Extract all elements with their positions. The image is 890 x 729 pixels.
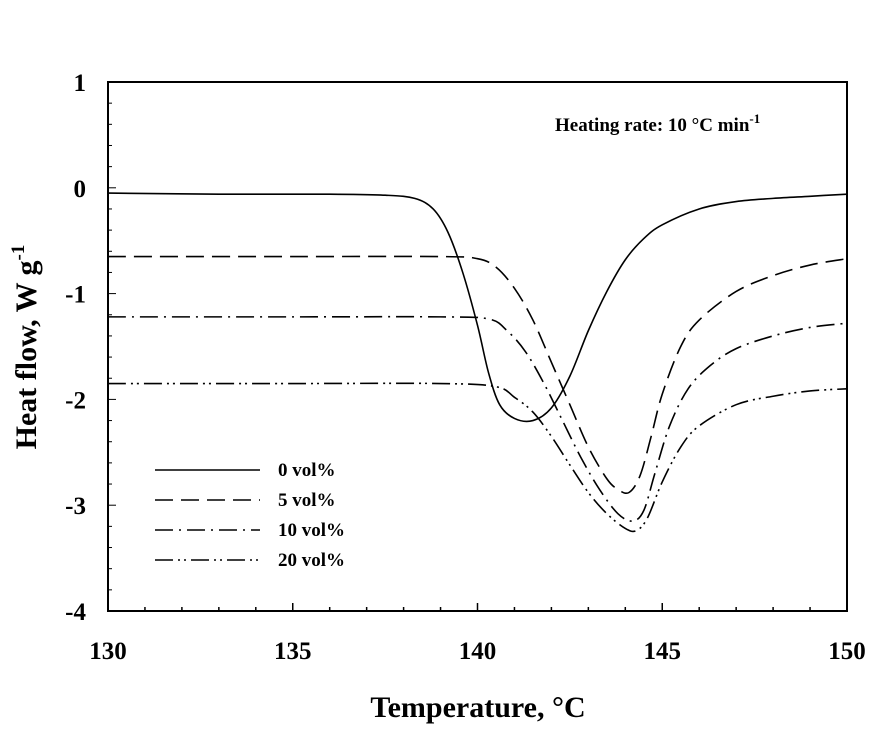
y-tick-label: 0: [74, 176, 87, 203]
y-tick-label: -2: [65, 387, 86, 414]
plot-frame: [107, 81, 848, 612]
x-tick-label: 145: [644, 638, 682, 665]
annotation-sup: -1: [749, 111, 760, 126]
x-tick-label: 150: [828, 638, 866, 665]
heating-rate-annotation: Heating rate: 10 °C min-1: [555, 111, 760, 136]
series-line-20vol: [108, 382, 848, 533]
series-line-10vol: [108, 315, 848, 522]
series-line-0vol: [107, 192, 848, 423]
annotation-text: Heating rate: 10 °C min: [555, 115, 750, 136]
y-tick-label: -4: [65, 599, 86, 626]
y-axis-label-sup: -1: [8, 245, 29, 261]
x-tick-label: 130: [89, 638, 127, 665]
y-axis-label-text: Heat flow, W g: [10, 260, 43, 449]
y-tick-label: 1: [74, 70, 87, 97]
x-axis-label: Temperature, °C: [370, 691, 585, 724]
x-tick-label: 135: [274, 638, 312, 665]
y-axis-label: Heat flow, W g-1: [8, 245, 43, 450]
legend-label: 20 vol%: [278, 550, 345, 571]
legend-label: 5 vol%: [278, 490, 336, 511]
y-tick-label: -3: [65, 493, 86, 520]
x-tick-label: 140: [459, 638, 497, 665]
legend-label: 10 vol%: [278, 520, 345, 541]
legend-label: 0 vol%: [278, 460, 336, 481]
y-tick-label: -1: [65, 282, 86, 309]
series-line-5vol: [108, 255, 848, 495]
